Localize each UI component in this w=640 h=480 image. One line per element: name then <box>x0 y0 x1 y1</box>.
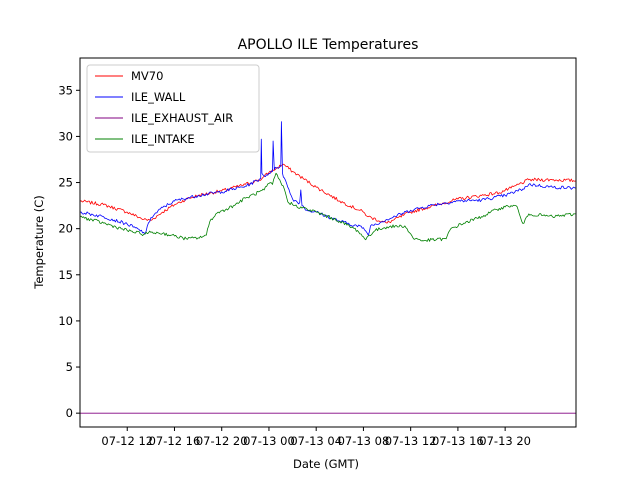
x-tick-label: 07-13 04 <box>290 434 342 448</box>
x-tick-label: 07-12 16 <box>149 434 201 448</box>
legend-label-ile-exhaust-air: ILE_EXHAUST_AIR <box>131 111 233 125</box>
x-axis-label: Date (GMT) <box>293 457 359 471</box>
plot-frame <box>79 57 577 428</box>
chart-title: APOLLO ILE Temperatures <box>238 37 419 53</box>
y-tick-label: 10 <box>58 314 73 328</box>
y-tick-label: 0 <box>66 406 73 420</box>
y-tick-label: 5 <box>66 360 73 374</box>
x-tick-label: 07-12 20 <box>196 434 248 448</box>
x-tick-label: 07-13 08 <box>338 434 390 448</box>
x-tick-label: 07-13 20 <box>479 434 531 448</box>
legend: MV70 ILE_WALL ILE_EXHAUST_AIR ILE_INTAKE <box>86 64 260 153</box>
series-line-ile-intake <box>79 172 576 242</box>
legend-label-ile-wall: ILE_WALL <box>131 90 186 104</box>
y-tick-label: 20 <box>58 222 73 236</box>
legend-label-mv70: MV70 <box>131 69 163 83</box>
series-line-ile-wall <box>79 121 577 236</box>
y-tick-label: 15 <box>58 268 73 282</box>
x-tick-label: 07-12 12 <box>101 434 153 448</box>
x-tick-label: 07-13 12 <box>385 434 437 448</box>
x-tick-label: 07-13 00 <box>243 434 295 448</box>
y-tick-label: 25 <box>58 176 73 190</box>
y-tick-label: 35 <box>58 83 73 97</box>
y-tick-label: 30 <box>58 129 73 143</box>
legend-box <box>86 64 260 153</box>
x-tick-label: 07-13 16 <box>432 434 484 448</box>
series-line-mv70 <box>79 163 577 224</box>
series-layer <box>79 121 577 414</box>
legend-label-ile-intake: ILE_INTAKE <box>131 132 195 146</box>
y-axis-label: Temperature (C) <box>32 195 46 290</box>
